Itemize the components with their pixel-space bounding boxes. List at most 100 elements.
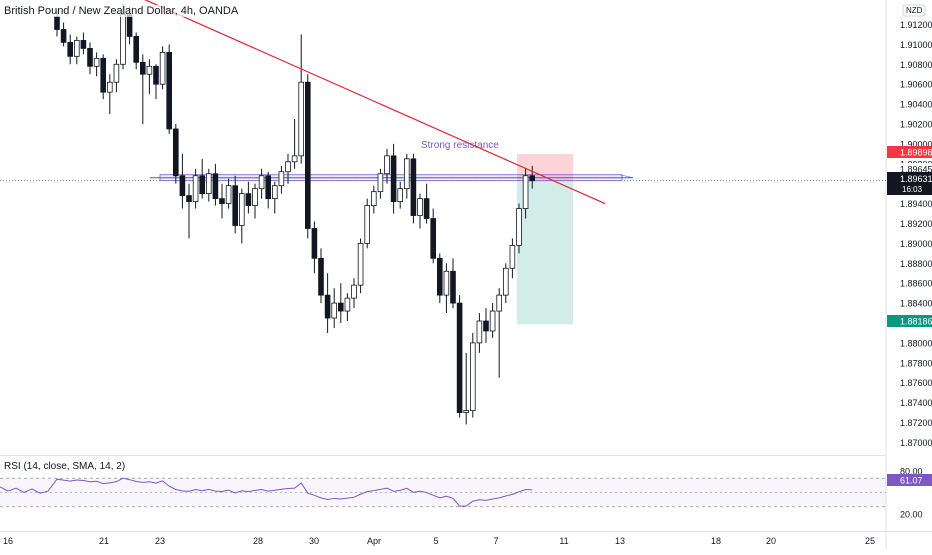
- price-tick-label: 1.89400: [900, 199, 932, 209]
- candle[interactable]: [278, 165, 285, 194]
- time-tick-label: Apr: [367, 536, 381, 546]
- candle[interactable]: [423, 183, 430, 224]
- candle[interactable]: [159, 46, 166, 90]
- candle[interactable]: [298, 34, 304, 164]
- candle[interactable]: [450, 258, 456, 309]
- time-tick-label: 5: [433, 536, 438, 546]
- candle[interactable]: [258, 168, 265, 199]
- downtrend-line[interactable]: [44, 0, 606, 205]
- time-tick-label: 11: [559, 536, 568, 546]
- candle[interactable]: [403, 153, 410, 199]
- target-price-badge-text: 1.89898: [900, 148, 932, 158]
- rsi-tick-label: 80.00: [900, 467, 923, 477]
- candle[interactable]: [377, 168, 384, 199]
- candle[interactable]: [238, 188, 245, 244]
- price-tick-label: 1.90000: [900, 139, 932, 149]
- candle[interactable]: [456, 295, 463, 418]
- price-tick-label: 1.89000: [900, 239, 932, 249]
- candle[interactable]: [60, 22, 67, 47]
- candle[interactable]: [324, 273, 331, 333]
- candle[interactable]: [337, 283, 344, 323]
- candle[interactable]: [463, 352, 469, 425]
- candle[interactable]: [364, 198, 370, 249]
- price-tick-label: 1.89200: [900, 219, 932, 229]
- candle[interactable]: [370, 185, 377, 214]
- candle[interactable]: [205, 168, 212, 202]
- candle[interactable]: [265, 171, 271, 209]
- rsi-value-badge: [887, 474, 932, 486]
- candle[interactable]: [344, 293, 351, 322]
- price-tick-label: 1.87600: [900, 378, 932, 388]
- candle[interactable]: [476, 313, 483, 353]
- candle[interactable]: [529, 165, 535, 189]
- currency-box: [902, 4, 926, 17]
- candle[interactable]: [522, 168, 529, 219]
- candle[interactable]: [483, 308, 489, 343]
- candle[interactable]: [153, 64, 159, 100]
- candle[interactable]: [133, 32, 140, 70]
- candle[interactable]: [232, 175, 239, 234]
- price-tick-label: 1.87200: [900, 418, 932, 428]
- candle[interactable]: [351, 278, 357, 309]
- candle[interactable]: [212, 163, 219, 206]
- candle[interactable]: [304, 74, 311, 239]
- time-tick-label: 28: [253, 536, 263, 546]
- candle[interactable]: [357, 238, 364, 294]
- candle[interactable]: [179, 153, 186, 209]
- candle[interactable]: [443, 263, 450, 314]
- candle[interactable]: [331, 288, 337, 328]
- candle[interactable]: [384, 148, 390, 184]
- candle[interactable]: [80, 32, 87, 55]
- candle[interactable]: [516, 203, 522, 254]
- candle[interactable]: [271, 181, 278, 214]
- candle[interactable]: [285, 153, 291, 184]
- candle[interactable]: [502, 263, 509, 304]
- rsi-tick-label: 20.00: [900, 510, 923, 520]
- candle[interactable]: [496, 288, 502, 378]
- candle[interactable]: [166, 44, 173, 134]
- candle[interactable]: [67, 34, 74, 65]
- candle[interactable]: [192, 168, 199, 209]
- candle[interactable]: [291, 119, 298, 169]
- candle[interactable]: [107, 74, 113, 115]
- symbol-title[interactable]: British Pound / New Zealand Dollar, 4h, …: [4, 5, 239, 17]
- candle[interactable]: [172, 124, 179, 184]
- candle[interactable]: [139, 54, 146, 124]
- candle[interactable]: [219, 183, 225, 219]
- candle[interactable]: [100, 54, 107, 100]
- rsi-indicator-label[interactable]: RSI (14, close, SMA, 14, 2): [4, 461, 126, 472]
- rsi-line[interactable]: [0, 477, 533, 507]
- candle[interactable]: [430, 208, 436, 264]
- candle[interactable]: [509, 238, 516, 279]
- candle[interactable]: [113, 59, 120, 93]
- price-tick-label: 1.91000: [900, 40, 932, 50]
- price-tick-label: 1.90800: [900, 60, 932, 70]
- stop-price-badge-text: 1.88186: [900, 317, 932, 327]
- currency-label[interactable]: NZD: [906, 6, 923, 15]
- resistance-annotation[interactable]: Strong resistance: [421, 140, 499, 151]
- candle[interactable]: [311, 221, 318, 274]
- candle[interactable]: [417, 193, 423, 229]
- candle[interactable]: [74, 36, 80, 65]
- target-price-badge: [887, 146, 932, 158]
- candle[interactable]: [469, 332, 476, 418]
- candle[interactable]: [436, 253, 443, 304]
- candle[interactable]: [199, 158, 206, 199]
- candle[interactable]: [397, 181, 403, 209]
- candle[interactable]: [87, 42, 93, 75]
- candle[interactable]: [489, 303, 496, 338]
- candle[interactable]: [390, 143, 397, 214]
- candle[interactable]: [186, 183, 192, 239]
- candle[interactable]: [252, 183, 258, 219]
- candle[interactable]: [318, 248, 324, 304]
- price-tick-label: 1.87400: [900, 398, 932, 408]
- candle[interactable]: [245, 181, 252, 214]
- candle[interactable]: [93, 52, 100, 77]
- candle[interactable]: [225, 178, 232, 209]
- candle[interactable]: [146, 59, 153, 95]
- rsi-value-text: 61.07: [900, 476, 923, 486]
- candle[interactable]: [410, 153, 417, 224]
